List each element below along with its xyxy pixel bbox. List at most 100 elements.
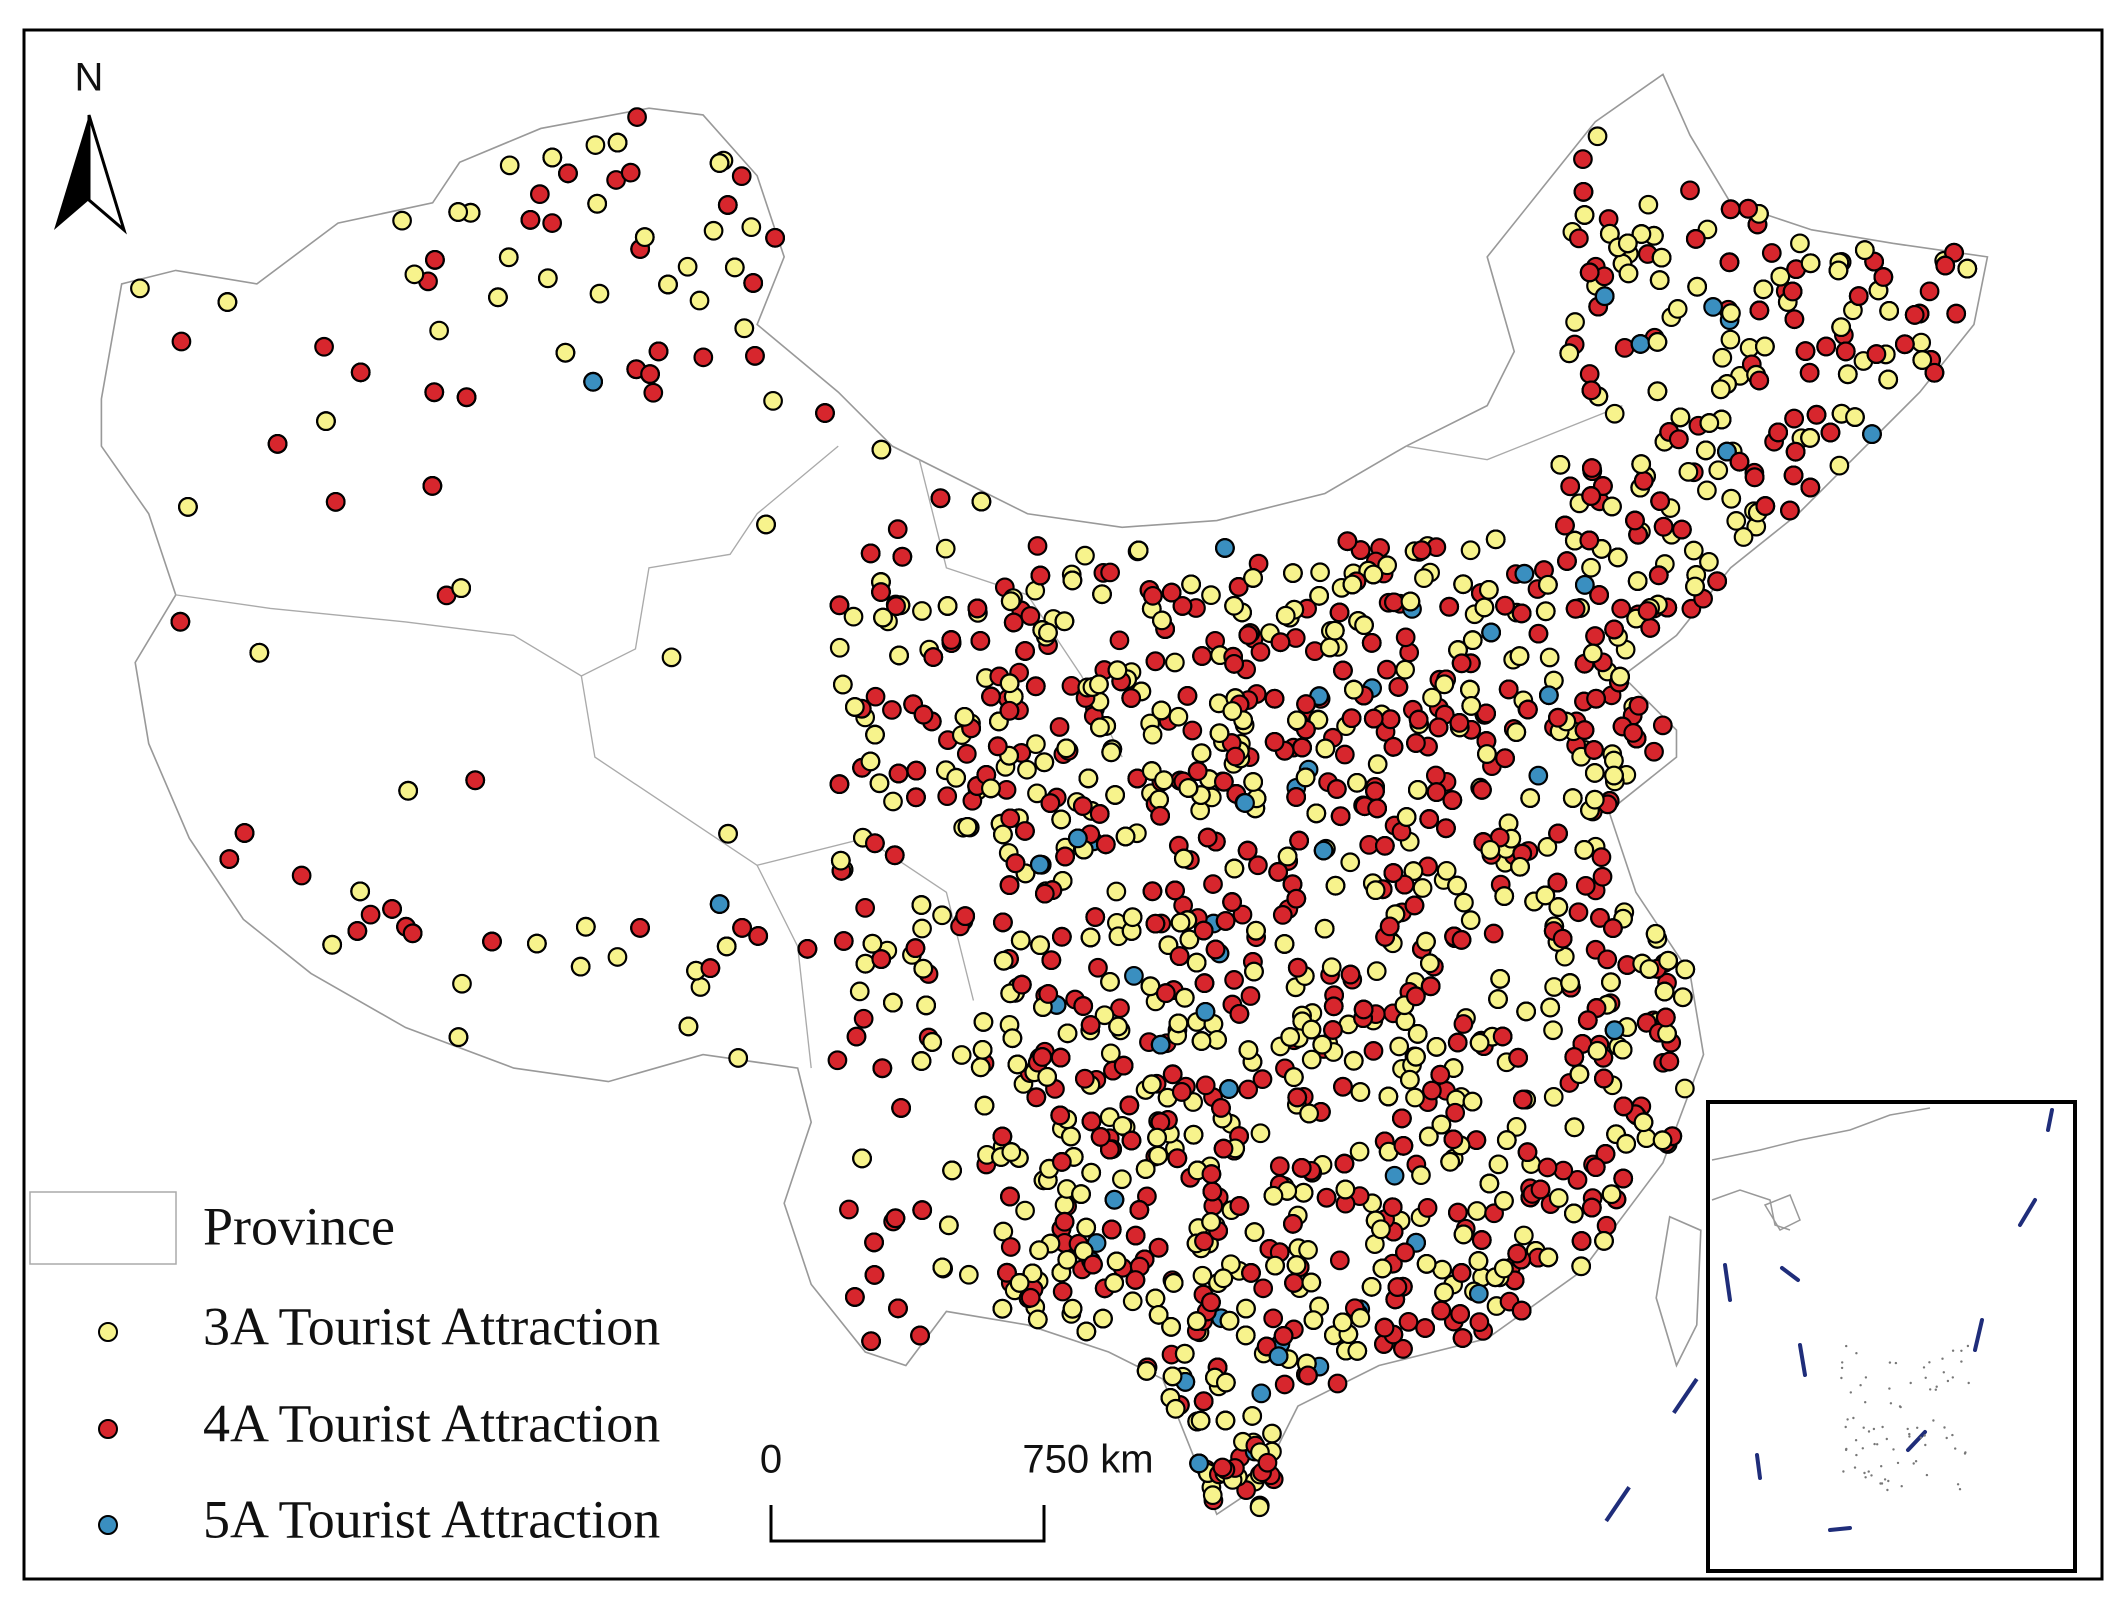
attraction-point	[913, 704, 934, 725]
attraction-point	[1150, 805, 1171, 826]
inset-island	[1924, 1443, 1927, 1447]
attraction-point	[1420, 953, 1440, 974]
attraction-point	[1568, 228, 1589, 249]
attraction-point	[1105, 785, 1125, 805]
attraction-point	[1733, 527, 1754, 547]
attraction-point	[1241, 1263, 1261, 1283]
attraction-point	[958, 1264, 979, 1285]
attraction-point	[398, 780, 419, 801]
attraction-point	[1165, 1398, 1186, 1419]
map-body	[100, 73, 1989, 1523]
attraction-point	[1652, 715, 1673, 736]
attraction-point	[325, 491, 346, 512]
legend-swatch-3a	[98, 1322, 118, 1342]
attraction-point	[1579, 262, 1600, 283]
attraction-point	[1569, 1064, 1590, 1085]
attraction-point	[482, 931, 502, 952]
attraction-point	[1007, 1054, 1028, 1075]
attraction-point	[527, 933, 547, 954]
attraction-point	[1471, 1230, 1492, 1250]
attraction-point	[1564, 1117, 1585, 1138]
attraction-point	[1273, 1326, 1294, 1346]
attraction-point	[1416, 1253, 1437, 1274]
attraction-point	[1201, 1212, 1221, 1232]
inset-islands	[1840, 1344, 1970, 1492]
attraction-point	[1323, 996, 1344, 1017]
inset-island	[1854, 1439, 1858, 1442]
inset-island	[1867, 1470, 1870, 1473]
attraction-point	[1829, 455, 1850, 476]
attraction-point	[1568, 902, 1589, 923]
attraction-point	[1161, 582, 1182, 603]
attraction-point	[1585, 1157, 1606, 1178]
attraction-point	[1753, 279, 1774, 300]
attraction-point	[402, 923, 423, 944]
attraction-point	[1404, 895, 1425, 916]
inset-island	[1888, 1387, 1891, 1390]
attraction-point	[1286, 888, 1307, 909]
attraction-point	[1506, 722, 1527, 742]
inset-island	[1852, 1416, 1855, 1420]
attraction-point	[1350, 540, 1371, 560]
attraction-point	[1235, 793, 1255, 813]
attraction-point	[1000, 1237, 1021, 1257]
attraction-point	[1644, 741, 1664, 762]
attraction-point	[1363, 1041, 1384, 1061]
attraction-point	[1453, 574, 1474, 595]
attraction-point	[1162, 1064, 1183, 1085]
attraction-point	[1460, 540, 1481, 561]
attraction-point	[1585, 626, 1605, 646]
attraction-point	[1782, 281, 1803, 302]
attraction-point	[1078, 768, 1099, 789]
attraction-point	[1298, 1365, 1318, 1386]
attraction-point	[1878, 369, 1899, 390]
attraction-point	[1835, 341, 1856, 362]
attraction-point	[1361, 1276, 1382, 1297]
attraction-point	[999, 700, 1020, 721]
attraction-point	[864, 1232, 884, 1253]
attraction-point	[1361, 633, 1382, 653]
attraction-point	[1343, 1050, 1364, 1071]
attraction-point	[703, 220, 724, 241]
attraction-point	[1313, 840, 1334, 861]
attraction-point	[1275, 605, 1296, 626]
attraction-point	[1347, 772, 1367, 793]
attraction-point	[1145, 1288, 1166, 1309]
attraction-point	[1395, 659, 1416, 680]
attraction-point	[1301, 1272, 1322, 1293]
attraction-point	[1436, 860, 1457, 881]
attraction-point	[1367, 754, 1388, 775]
attraction-point	[1462, 1091, 1483, 1112]
attraction-point	[1848, 286, 1869, 306]
attraction-point	[170, 611, 191, 632]
attraction-point	[1538, 1247, 1559, 1268]
attraction-point	[1672, 519, 1692, 540]
attraction-point	[1924, 362, 1945, 383]
inset-island	[1841, 1361, 1844, 1364]
attraction-point	[291, 865, 312, 886]
attraction-point	[1194, 973, 1215, 994]
attraction-point	[1027, 783, 1047, 804]
attraction-point	[1550, 454, 1571, 475]
attraction-point	[1783, 465, 1804, 486]
inset-island	[1873, 1442, 1876, 1446]
attraction-point	[1301, 1049, 1322, 1070]
inset-island	[1914, 1460, 1918, 1463]
attraction-point	[249, 642, 270, 663]
attraction-point	[1089, 674, 1109, 695]
attraction-point	[981, 686, 1001, 707]
attraction-point	[1030, 565, 1051, 586]
attraction-point	[1668, 429, 1689, 450]
attraction-point	[967, 598, 988, 619]
attraction-point	[887, 519, 908, 540]
attraction-point	[322, 934, 343, 955]
attraction-point	[1061, 1126, 1081, 1147]
attraction-points	[130, 107, 1978, 1518]
attraction-point	[1149, 789, 1169, 810]
attraction-point	[862, 933, 883, 954]
attraction-point	[1125, 1270, 1146, 1290]
attraction-point	[1912, 350, 1933, 370]
attraction-point	[1222, 892, 1242, 912]
attraction-point	[1667, 299, 1688, 319]
attraction-point	[1262, 1423, 1282, 1444]
